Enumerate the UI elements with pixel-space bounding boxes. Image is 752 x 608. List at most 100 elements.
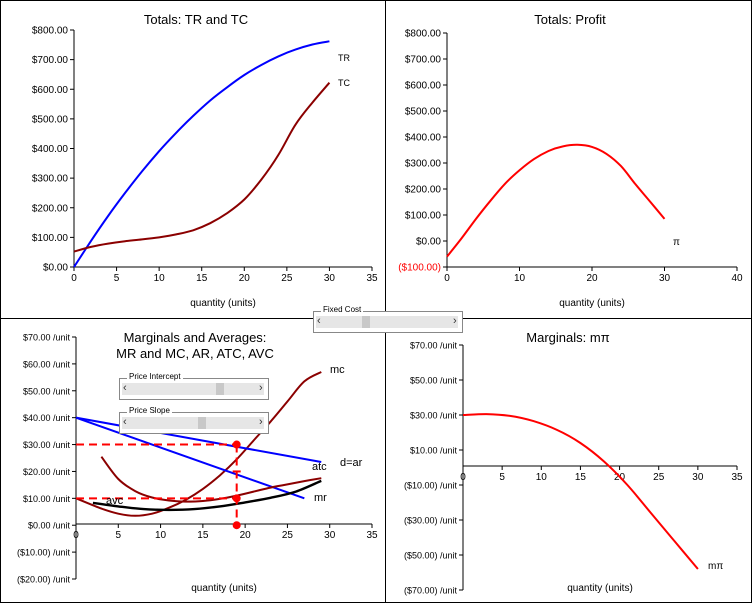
series---line: [446, 143, 666, 258]
y-tick-label: $70.00 /unit: [23, 333, 71, 343]
y-tick-label: $800.00: [405, 29, 442, 40]
y-tick-label: $300.00: [405, 159, 442, 170]
chart-title: Totals: TR and TC: [144, 12, 248, 27]
y-tick-label: $800.00: [32, 26, 69, 37]
x-axis-label: quantity (units): [567, 583, 633, 594]
m-pi-label: mπ: [708, 561, 723, 572]
chart-title: Marginals and Averages:: [124, 330, 267, 345]
chart-subtitle: MR and MC, AR, ATC, AVC: [116, 346, 274, 361]
series-m--line: [462, 413, 699, 570]
x-tick-label: 0: [444, 273, 450, 284]
chart-title: Totals: Profit: [534, 12, 606, 27]
chart-marginal-profit: Marginals: mπ ($70.00) /unit ($50.00) /uni…: [404, 330, 743, 596]
x-tick-label: 25: [653, 472, 665, 483]
x-tick-label: 5: [499, 472, 505, 483]
x-tick-label: 20: [239, 273, 251, 284]
y-tick-label: $60.00 /unit: [23, 359, 71, 369]
x-tick-label: 0: [73, 530, 79, 541]
x-tick-label: 30: [659, 273, 671, 284]
y-tick-label: ($20.00) /unit: [17, 575, 71, 585]
series-avc-line: [92, 479, 322, 512]
y-tick-label: ($10.00) /unit: [17, 548, 71, 558]
avc-label: avc: [106, 495, 124, 507]
x-tick-label: 0: [71, 273, 77, 284]
x-tick-label: 35: [731, 472, 743, 483]
y-tick-label: $600.00: [32, 85, 69, 96]
y-tick-label: $400.00: [32, 144, 69, 155]
x-tick-label: 10: [155, 530, 167, 541]
x-tick-label: 10: [514, 273, 526, 284]
x-tick-label: 25: [282, 530, 294, 541]
panel-totals-tr-tc: Totals: TR and TC $0.00 $100.00 $200.00 $300…: [0, 0, 385, 318]
x-tick-label: 30: [692, 472, 704, 483]
price-point: [232, 440, 241, 449]
panel-totals-profit: Totals: Profit ($100.00) $0.00 $100.00 $200.…: [385, 0, 752, 318]
panel-marginals-averages: Marginals and Averages: MR and MC, AR, AT…: [0, 318, 385, 603]
x-tick-label: 15: [575, 472, 587, 483]
price-slope-scrollbar[interactable]: [122, 417, 264, 429]
chart-title: Marginals: mπ: [526, 330, 609, 345]
y-tick-label: $10.00 /unit: [410, 446, 458, 456]
y-tick-label: $500.00: [405, 107, 442, 118]
price-intercept-thumb[interactable]: [215, 383, 224, 395]
chart-marginals-averages: Marginals and Averages:MR and MC, AR, AT…: [17, 330, 378, 594]
y-tick-label: ($70.00) /unit: [404, 586, 458, 596]
x-tick-label: 25: [281, 273, 293, 284]
scroll-left-arrow-icon[interactable]: ‹: [123, 382, 127, 394]
fixed-cost-thumb[interactable]: [361, 316, 370, 328]
x-tick-label: 15: [196, 273, 208, 284]
x-tick-label: 5: [116, 530, 122, 541]
x-tick-label: 10: [154, 273, 166, 284]
series-tc-line: [73, 82, 331, 253]
y-tick-label: $0.00 /unit: [28, 521, 71, 531]
x-tick-label: 10: [536, 472, 548, 483]
panel-marginal-profit: Marginals: mπ ($70.00) /unit ($50.00) /uni…: [385, 318, 752, 603]
scroll-left-arrow-icon[interactable]: ‹: [317, 315, 321, 327]
x-tick-label: 40: [731, 273, 743, 284]
scroll-right-arrow-icon[interactable]: ›: [259, 382, 263, 394]
price-intercept-label: Price Intercept: [127, 372, 183, 382]
y-tick-label: ($100.00): [398, 263, 441, 274]
y-tick-label: $400.00: [405, 133, 442, 144]
series-mr-line: [75, 416, 305, 500]
tc-label: TC: [338, 78, 350, 88]
atc-label: atc: [312, 461, 327, 473]
mr-label: mr: [314, 492, 327, 504]
y-tick-label: $50.00 /unit: [410, 376, 458, 386]
mc-label: mc: [330, 364, 345, 376]
y-tick-label: $500.00: [32, 114, 69, 125]
mr-mc-point: [232, 494, 241, 503]
series-atc-line: [100, 456, 322, 503]
y-tick-label: $70.00 /unit: [410, 341, 458, 351]
scroll-right-arrow-icon[interactable]: ›: [453, 315, 457, 327]
price-intercept-scrollbar[interactable]: [122, 383, 264, 395]
fixed-cost-control[interactable]: Fixed Cost ‹ ›: [313, 305, 463, 333]
price-slope-control[interactable]: Price Slope ‹ ›: [119, 406, 269, 434]
x-tick-label: 20: [586, 273, 598, 284]
x-tick-label: 30: [324, 530, 336, 541]
x-tick-label: 0: [460, 472, 466, 483]
y-tick-label: $600.00: [405, 81, 442, 92]
chart-totals-tr-tc: Totals: TR and TC $0.00 $100.00 $200.00 $300…: [32, 12, 378, 309]
scroll-right-arrow-icon[interactable]: ›: [259, 416, 263, 428]
tr-label: TR: [338, 53, 350, 63]
quantity-point: [232, 521, 241, 530]
y-tick-label: $700.00: [405, 55, 442, 66]
scroll-left-arrow-icon[interactable]: ‹: [123, 416, 127, 428]
price-slope-thumb[interactable]: [198, 417, 207, 429]
x-axis-label: quantity (units): [190, 298, 256, 309]
y-tick-label: $10.00 /unit: [23, 494, 71, 504]
y-tick-label: $40.00 /unit: [23, 413, 71, 423]
x-tick-label: 5: [114, 273, 120, 284]
y-tick-label: $50.00 /unit: [23, 386, 71, 396]
x-axis-label: quantity (units): [559, 298, 625, 309]
y-tick-label: $30.00 /unit: [410, 411, 458, 421]
y-tick-label: ($10.00) /unit: [404, 481, 458, 491]
x-tick-label: 15: [197, 530, 209, 541]
d-ar-label: d=ar: [340, 457, 363, 469]
y-tick-label: ($30.00) /unit: [404, 516, 458, 526]
y-tick-label: $100.00: [32, 233, 69, 244]
fixed-cost-scrollbar[interactable]: [316, 316, 458, 328]
price-intercept-control[interactable]: Price Intercept ‹ ›: [119, 372, 269, 400]
series-tr-line: [73, 40, 330, 268]
